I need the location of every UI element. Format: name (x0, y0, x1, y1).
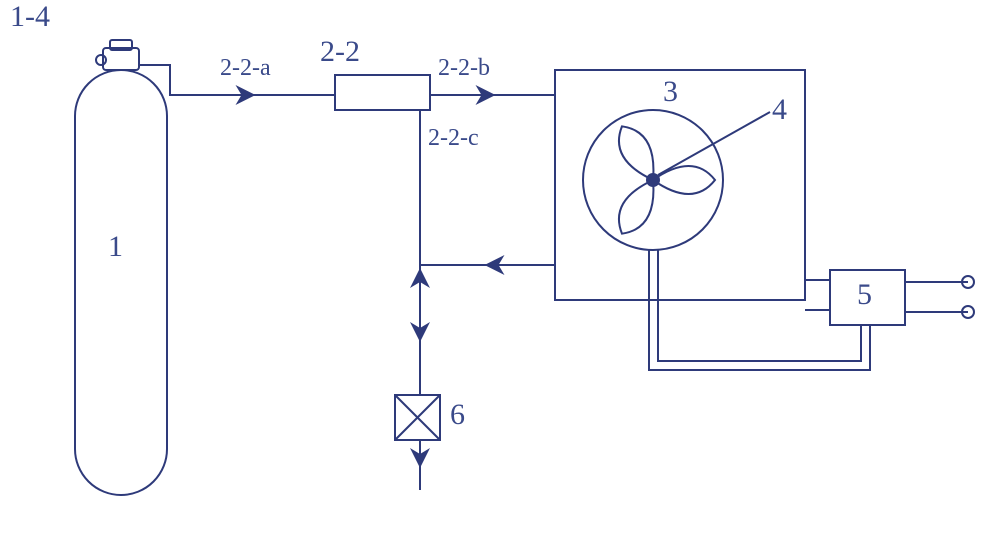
main-box (555, 70, 805, 300)
diagram-svg (0, 0, 1000, 535)
label-cylinder-top: 1-4 (10, 0, 50, 34)
label-valve-in: 2-2-a (220, 55, 271, 82)
fan-blade (653, 166, 715, 194)
label-converter: 5 (857, 278, 872, 312)
cylinder-body (75, 70, 167, 495)
label-valve-out: 2-2-b (438, 55, 490, 82)
label-valve: 2-2 (320, 35, 360, 69)
label-filter: 6 (450, 398, 465, 432)
cylinder-cap (103, 48, 139, 70)
valve-box (335, 75, 430, 110)
leader-line-4 (658, 112, 770, 175)
label-cylinder: 1 (108, 230, 123, 264)
label-fan-box: 3 (663, 75, 678, 109)
pipe (649, 250, 870, 370)
label-valve-bottom: 2-2-c (428, 125, 479, 152)
cylinder-knob (96, 55, 106, 65)
diagram-canvas: 1-4 1 2-2 2-2-a 2-2-b 2-2-c 3 4 5 6 (0, 0, 1000, 535)
label-fan-blade: 4 (772, 93, 787, 127)
